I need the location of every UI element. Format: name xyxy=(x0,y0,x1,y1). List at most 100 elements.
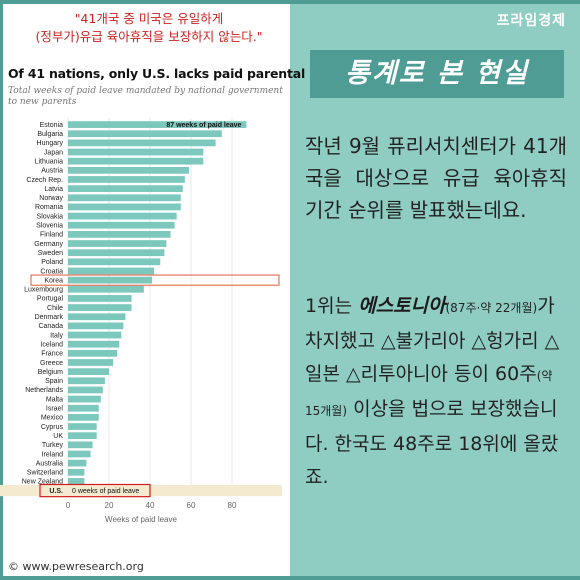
bar xyxy=(68,331,122,339)
ranking-middle: 가 차지했고 △불가리아 △헝가리 △일본 △리투아니아 등이 60주 xyxy=(305,295,560,385)
bar xyxy=(68,368,109,375)
x-tick-label: 80 xyxy=(228,501,237,510)
category-label: Austria xyxy=(41,168,63,175)
annotation-label: 87 weeks of paid leave xyxy=(166,122,241,129)
category-label: U.S. xyxy=(49,488,63,495)
bar xyxy=(68,395,101,403)
category-label: New Zealand xyxy=(22,479,63,486)
bottom-border xyxy=(0,576,580,580)
category-label: Switzerland xyxy=(27,470,63,477)
bar xyxy=(68,441,93,449)
bar xyxy=(68,359,114,366)
bar xyxy=(68,377,105,385)
bar xyxy=(68,203,181,211)
category-label: Denmark xyxy=(35,314,64,321)
category-label: Australia xyxy=(36,460,63,467)
bar xyxy=(68,423,97,430)
bar xyxy=(68,386,103,394)
category-label: Ireland xyxy=(42,451,64,458)
bar xyxy=(68,285,144,293)
category-label: Hungary xyxy=(37,140,64,147)
bar xyxy=(68,221,175,229)
bar xyxy=(68,185,183,192)
category-label: Slovenia xyxy=(36,223,63,230)
left-border xyxy=(0,0,3,580)
ranking-highlight: 에스토니아 xyxy=(358,295,446,317)
category-label: Romania xyxy=(35,204,63,211)
bar xyxy=(68,231,171,238)
bar-chart: Estonia Bulgaria Hungary Japan Lithuania Aust… xyxy=(0,118,282,524)
category-label: Norway xyxy=(39,195,63,202)
category-label: Cyprus xyxy=(41,424,64,431)
bar xyxy=(68,267,155,275)
bar xyxy=(68,258,161,266)
korean-quote-line1: "41개국 중 미국은 유일하게 xyxy=(74,11,224,26)
category-label: Luxembourg xyxy=(24,287,63,294)
bar xyxy=(68,349,118,357)
bar xyxy=(68,166,189,174)
bar xyxy=(68,295,132,302)
bar xyxy=(68,240,167,247)
category-label: Mexico xyxy=(41,415,63,422)
source-credit: © www.pewresearch.org xyxy=(8,560,144,573)
category-label: Turkey xyxy=(42,442,64,449)
category-label: Lithuania xyxy=(35,158,64,165)
bar xyxy=(68,176,185,183)
bar xyxy=(68,194,181,202)
ranking-lead: 1위는 xyxy=(305,295,359,317)
category-label: Germany xyxy=(34,241,63,248)
korean-quote: "41개국 중 미국은 유일하게 (정부가)유급 육아휴직을 보장하지 않는다.… xyxy=(10,10,288,46)
bar xyxy=(68,450,91,458)
bar xyxy=(68,414,99,421)
paragraph-intro: 작년 9월 퓨리서치센터가 41개국을 대상으로 유급 육아휴직 기간 순위를 … xyxy=(305,134,567,222)
chart-panel xyxy=(0,0,290,580)
bar xyxy=(68,322,124,330)
bar xyxy=(68,121,247,128)
bar xyxy=(68,478,85,485)
category-label: Bulgaria xyxy=(37,131,63,138)
bar xyxy=(68,249,165,257)
category-label: Croatia xyxy=(40,268,63,275)
bar xyxy=(68,130,222,138)
korea-highlight-box xyxy=(30,274,280,286)
korean-quote-line2: (정부가)유급 육아휴직을 보장하지 않는다." xyxy=(35,29,263,44)
bar xyxy=(68,139,216,147)
x-tick-label: 40 xyxy=(146,501,155,510)
category-label: UK xyxy=(53,433,63,440)
bar xyxy=(68,459,87,467)
category-label: Malta xyxy=(46,396,63,403)
category-label: Sweden xyxy=(38,250,63,257)
brand-logo: 프라임경제 xyxy=(496,13,566,29)
top-border xyxy=(0,0,580,4)
x-axis-label: Weeks of paid leave xyxy=(105,515,177,524)
bar xyxy=(68,148,204,156)
category-label: Greece xyxy=(40,360,63,367)
category-label: Poland xyxy=(41,259,63,266)
bar xyxy=(68,276,153,284)
category-label: Italy xyxy=(50,332,63,339)
chart-subtitle: Total weeks of paid leave mandated by na… xyxy=(8,86,283,107)
category-label: Japan xyxy=(44,149,63,156)
annotation-label: 0 weeks of paid leave xyxy=(72,488,139,495)
paragraph-ranking: 1위는 에스토니아(87주·약 22개월)가 차지했고 △불가리아 △헝가리 △… xyxy=(305,290,567,494)
bar xyxy=(68,157,204,165)
category-label: Korea xyxy=(44,277,63,284)
category-label: Czech Rep. xyxy=(26,177,63,184)
category-label: Finland xyxy=(40,232,63,239)
bar xyxy=(68,468,85,476)
category-label: Estonia xyxy=(40,122,63,129)
bar xyxy=(68,340,120,348)
category-label: Israel xyxy=(46,406,64,413)
x-tick-label: 20 xyxy=(105,501,114,510)
x-tick-label: 60 xyxy=(187,501,196,510)
bar xyxy=(68,313,126,321)
us-highlight-box xyxy=(39,483,151,498)
ranking-note-2: (약 15개월) xyxy=(305,369,553,418)
category-label: France xyxy=(41,351,63,358)
category-label: Portugal xyxy=(37,296,64,303)
category-label: Iceland xyxy=(40,341,63,348)
category-label: Slovakia xyxy=(37,213,64,220)
category-label: Latvia xyxy=(44,186,63,193)
category-label: Canada xyxy=(38,323,63,330)
us-row-highlight xyxy=(0,485,282,497)
